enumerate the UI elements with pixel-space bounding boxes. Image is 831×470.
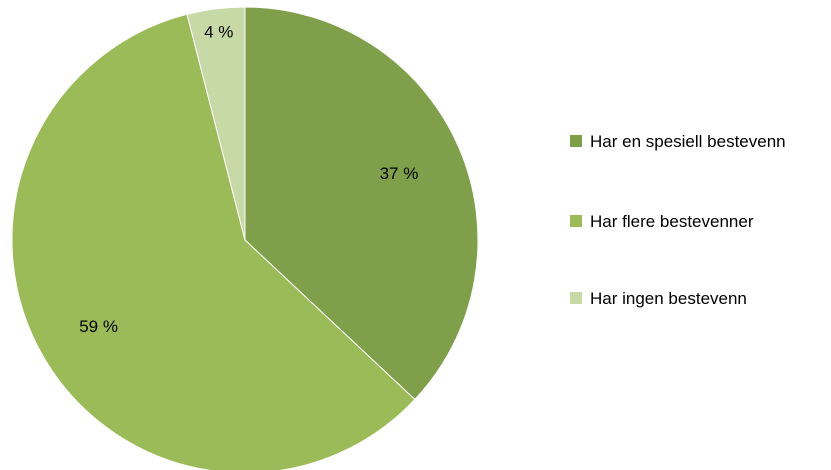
data-label-slice-1: 37 % <box>380 164 419 183</box>
legend-item-har-ingen-bestevenn: Har ingen bestevenn <box>570 287 830 311</box>
data-label-slice-2: 59 % <box>79 317 118 336</box>
legend-item-har-en-spesiell-bestevenn: Har en spesiell bestevenn <box>570 130 830 154</box>
legend-item-har-flere-bestevenner: Har flere bestevenner <box>570 210 830 234</box>
legend-label: Har en spesiell bestevenn <box>590 132 786 151</box>
data-label-slice-3: 4 % <box>204 22 233 41</box>
legend-label: Har ingen bestevenn <box>590 289 747 308</box>
legend-label: Har flere bestevenner <box>590 212 754 231</box>
legend-swatch <box>570 135 582 147</box>
pie-slice-2 <box>11 13 416 470</box>
pie-slice-1 <box>244 6 479 401</box>
legend-swatch <box>570 215 582 227</box>
pie-slice-3 <box>186 6 246 241</box>
pie-chart-plot: 37 % 59 % 4 % <box>11 6 479 470</box>
legend-swatch <box>570 292 582 304</box>
